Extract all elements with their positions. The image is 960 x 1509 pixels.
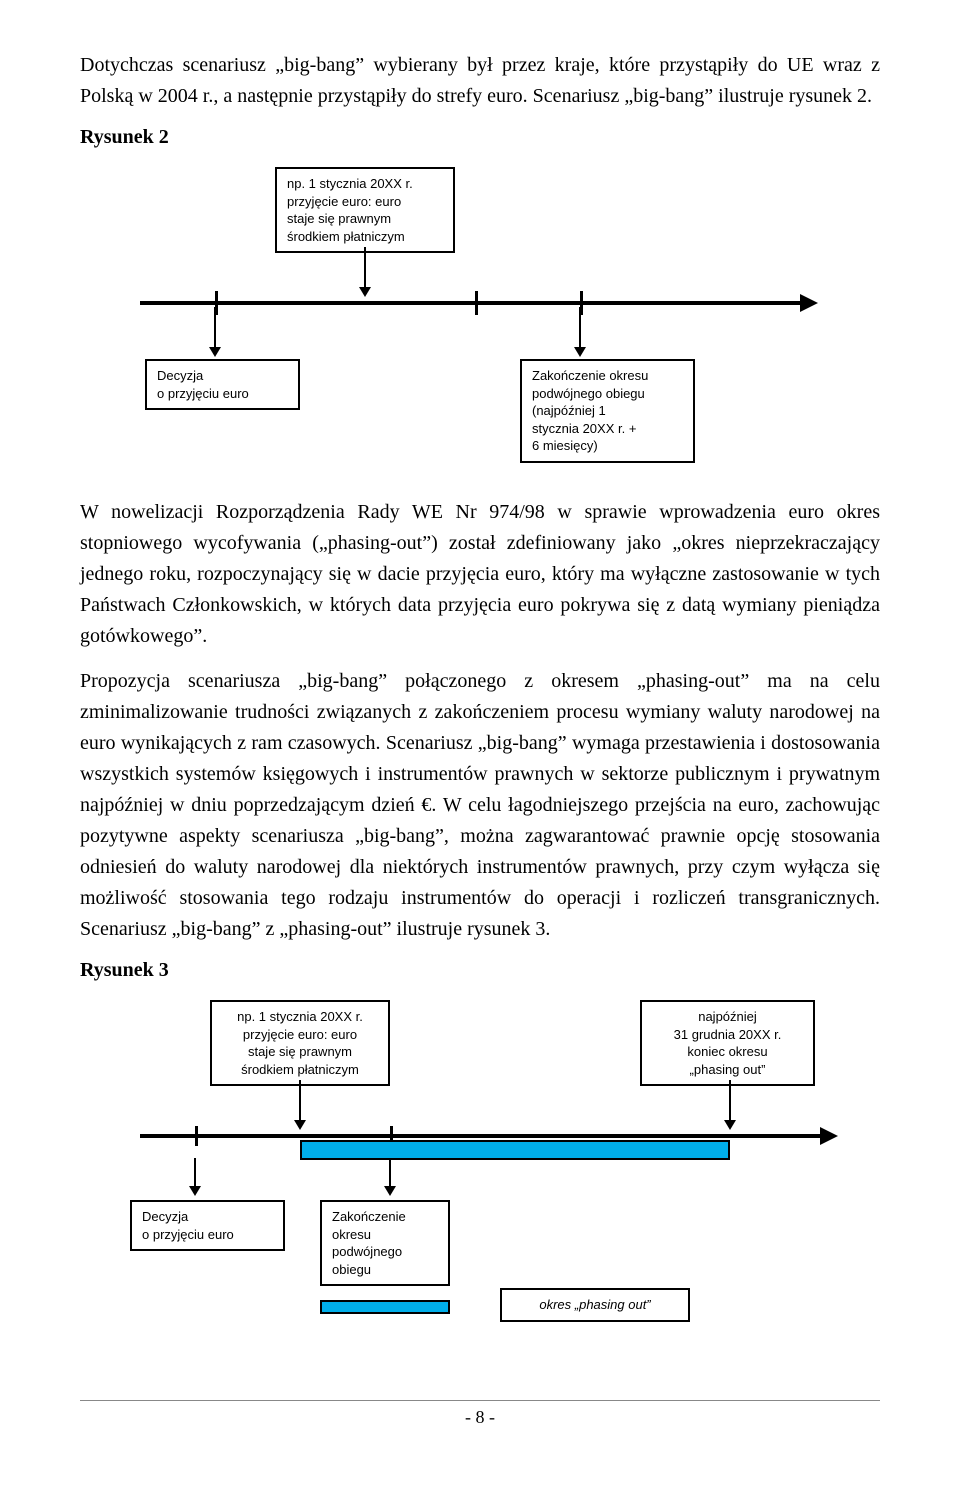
figure-2-label: Rysunek 2 bbox=[80, 126, 880, 149]
arrow-down-icon bbox=[200, 307, 240, 357]
timeline-bar bbox=[140, 1134, 820, 1138]
diag1-right-box-text: Zakończenie okresu podwójnego obiegu (na… bbox=[532, 368, 648, 453]
diag2-top-left-box: np. 1 stycznia 20XX r. przyjęcie euro: e… bbox=[210, 1000, 390, 1086]
diag1-right-box: Zakończenie okresu podwójnego obiegu (na… bbox=[520, 359, 695, 463]
diagram-phasing-out: np. 1 stycznia 20XX r. przyjęcie euro: e… bbox=[100, 1000, 860, 1330]
arrow-down-icon bbox=[350, 247, 390, 297]
diag1-top-box-text: np. 1 stycznia 20XX r. przyjęcie euro: e… bbox=[287, 176, 413, 244]
timeline-arrow-icon bbox=[820, 1127, 838, 1145]
timeline-arrow-icon bbox=[800, 294, 818, 312]
diag1-top-box: np. 1 stycznia 20XX r. przyjęcie euro: e… bbox=[275, 167, 455, 253]
diag2-bottom-mid-box-text: Zakończenie okresu podwójnego obiegu bbox=[332, 1209, 406, 1277]
diag1-left-box-text: Decyzja o przyjęciu euro bbox=[157, 368, 249, 401]
diag2-legend-box: okres „phasing out” bbox=[500, 1288, 690, 1322]
diag1-left-box: Decyzja o przyjęciu euro bbox=[145, 359, 300, 410]
diag2-top-right-box-text: najpóźniej 31 grudnia 20XX r. koniec okr… bbox=[674, 1009, 782, 1077]
page-number: - 8 - bbox=[80, 1400, 880, 1428]
phase-bar bbox=[300, 1140, 730, 1160]
diag2-bottom-mid-box: Zakończenie okresu podwójnego obiegu bbox=[320, 1200, 450, 1286]
arrow-down-icon bbox=[565, 307, 605, 357]
intro-paragraph: Dotychczas scenariusz „big-bang” wybiera… bbox=[80, 50, 880, 112]
arrow-down-icon bbox=[375, 1158, 415, 1198]
arrow-down-icon bbox=[715, 1080, 755, 1130]
diag2-bottom-left-box: Decyzja o przyjęciu euro bbox=[130, 1200, 285, 1251]
timeline-tick bbox=[475, 291, 478, 315]
legend-bar bbox=[320, 1300, 450, 1314]
arrow-down-icon bbox=[285, 1080, 325, 1130]
timeline-tick bbox=[195, 1126, 198, 1146]
timeline-bar bbox=[140, 301, 800, 305]
diag2-top-right-box: najpóźniej 31 grudnia 20XX r. koniec okr… bbox=[640, 1000, 815, 1086]
figure-3-label: Rysunek 3 bbox=[80, 959, 880, 982]
diag2-legend-text: okres „phasing out” bbox=[539, 1297, 650, 1312]
middle-paragraph-1: W nowelizacji Rozporządzenia Rady WE Nr … bbox=[80, 497, 880, 652]
diag2-bottom-left-box-text: Decyzja o przyjęciu euro bbox=[142, 1209, 234, 1242]
diag2-top-left-box-text: np. 1 stycznia 20XX r. przyjęcie euro: e… bbox=[237, 1009, 363, 1077]
diagram-big-bang: np. 1 stycznia 20XX r. przyjęcie euro: e… bbox=[100, 167, 860, 467]
arrow-down-icon bbox=[180, 1158, 220, 1198]
middle-paragraph-2: Propozycja scenariusza „big-bang” połącz… bbox=[80, 666, 880, 945]
